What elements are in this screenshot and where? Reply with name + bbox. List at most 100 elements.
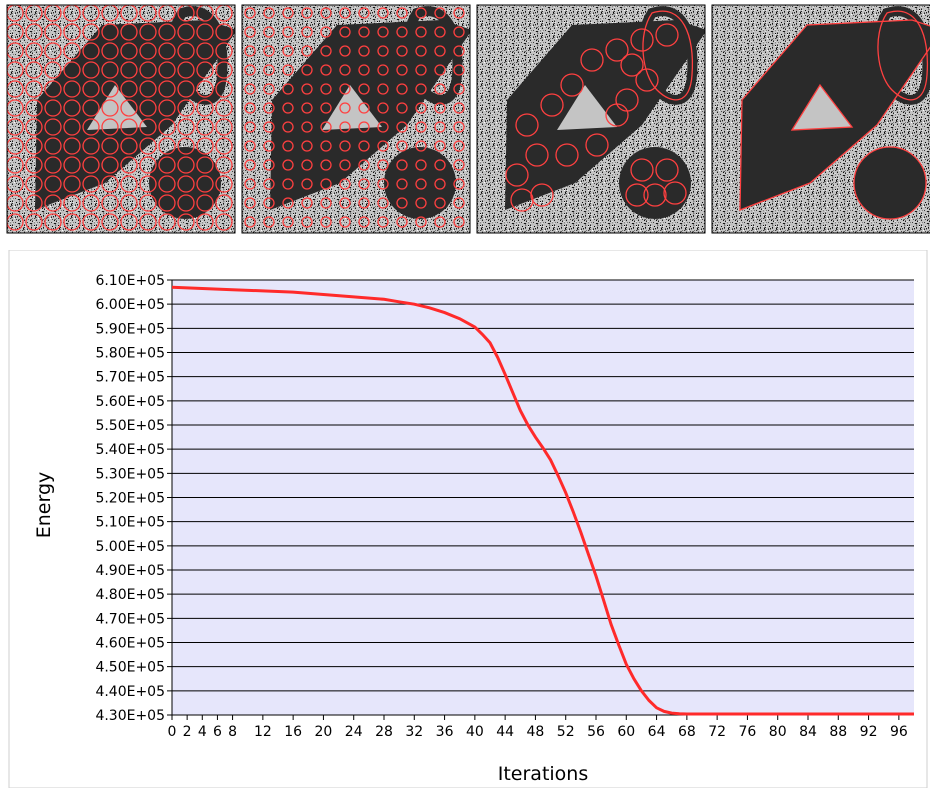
contour-circle: [377, 64, 389, 76]
contour-circle: [358, 216, 370, 228]
contour-circle: [158, 61, 176, 79]
x-tick-label: 12: [254, 724, 272, 740]
contour-circle: [301, 216, 313, 228]
contour-circle: [358, 45, 370, 57]
contour-circle: [320, 197, 332, 209]
segmentation-panel-middle: [476, 4, 706, 234]
contour-circle: [196, 80, 214, 98]
contour-circle: [25, 175, 43, 193]
contour-circle: [320, 159, 332, 171]
contour-circle: [301, 45, 313, 57]
y-tick-label: 4.80E+05: [95, 587, 165, 603]
contour-circle: [177, 61, 195, 79]
contour-circle: [196, 118, 214, 136]
contour-circle: [101, 80, 119, 98]
contour-circle: [282, 45, 294, 57]
x-tick-label: 96: [890, 724, 908, 740]
contour-circle: [158, 156, 176, 174]
contour-circle: [396, 26, 408, 38]
contour-circle: [620, 53, 644, 77]
contour-circle: [453, 102, 465, 114]
contour-circle: [177, 156, 195, 174]
contour-circle: [120, 194, 138, 212]
contour-circle: [434, 7, 446, 19]
contour-circle: [358, 121, 370, 133]
y-tick-label: 4.40E+05: [95, 684, 165, 700]
contour-circle: [358, 178, 370, 190]
x-tick-label: 6: [213, 724, 222, 740]
contour-circle: [215, 175, 233, 193]
segmentation-panel-early: [241, 4, 471, 234]
contour-circle: [358, 159, 370, 171]
contour-circle: [177, 175, 195, 193]
contour-circle: [82, 42, 100, 60]
y-tick-label: 5.00E+05: [95, 539, 165, 555]
contour-circle: [339, 216, 351, 228]
contour-circle: [101, 42, 119, 60]
contour-circle: [25, 5, 43, 22]
contour-circle: [215, 80, 233, 98]
contour-circle: [282, 102, 294, 114]
contour-circle: [25, 137, 43, 155]
contour-circle: [139, 137, 157, 155]
contour-circle: [196, 99, 214, 117]
y-tick-label: 5.80E+05: [95, 346, 165, 362]
contour-circle: [415, 159, 427, 171]
contour-circle: [158, 137, 176, 155]
contour-circle: [377, 7, 389, 19]
contour-circle: [244, 140, 256, 152]
contour-circle: [44, 5, 62, 22]
contour-circle: [301, 121, 313, 133]
contour-circle: [120, 137, 138, 155]
y-tick-label: 4.70E+05: [95, 611, 165, 627]
contour-circle: [630, 28, 654, 52]
contour-circle: [415, 26, 427, 38]
contour-circle: [215, 118, 233, 136]
contour-circle: [282, 7, 294, 19]
contour-circle: [101, 23, 119, 41]
contour-circle: [377, 197, 389, 209]
contour-circle: [7, 194, 24, 212]
x-tick-label: 52: [557, 724, 575, 740]
contour-circle: [396, 45, 408, 57]
contour-circle: [177, 118, 195, 136]
contour-circle: [101, 194, 119, 212]
y-tick-labels: 4.30E+05 4.40E+05 4.50E+05 4.60E+05 4.70E+05…: [95, 273, 165, 724]
contour-circle: [301, 26, 313, 38]
contour-circle: [301, 178, 313, 190]
y-tick-label: 4.60E+05: [95, 636, 165, 652]
x-tick-label: 68: [678, 724, 696, 740]
contour-circle: [215, 156, 233, 174]
x-tick-label: 44: [496, 724, 514, 740]
x-tick-label: 72: [708, 724, 726, 740]
contour-circle: [196, 42, 214, 60]
contour-circle: [434, 197, 446, 209]
x-tick-labels: 0 2 4 6 8 12 16 20 24 28 32 36 40 44 48 52 56 60 64 68 72 76 8…: [168, 715, 908, 740]
contour-circle: [358, 197, 370, 209]
contour-circle: [358, 26, 370, 38]
contour-circle: [139, 194, 157, 212]
contour-circle: [434, 83, 446, 95]
contour-circle: [301, 64, 313, 76]
contour-circle: [377, 178, 389, 190]
contour-circle: [82, 175, 100, 193]
contour-circle: [434, 102, 446, 114]
contour-circle: [82, 156, 100, 174]
contour-circle: [82, 23, 100, 41]
contour-circle: [453, 197, 465, 209]
contour-circle: [625, 183, 649, 207]
contour-circle: [263, 102, 275, 114]
contour-circle: [635, 68, 659, 92]
contour-circle: [63, 80, 81, 98]
x-tick-label: 16: [284, 724, 302, 740]
contour-circle: [396, 159, 408, 171]
contour-circle: [139, 156, 157, 174]
contour-circle: [396, 64, 408, 76]
contour-circle: [434, 159, 446, 171]
contour-circle: [101, 99, 119, 117]
contour-circle: [25, 61, 43, 79]
x-tick-label: 56: [587, 724, 605, 740]
contour-circle: [82, 213, 100, 231]
contour-circle: [139, 42, 157, 60]
contour-circle: [82, 118, 100, 136]
